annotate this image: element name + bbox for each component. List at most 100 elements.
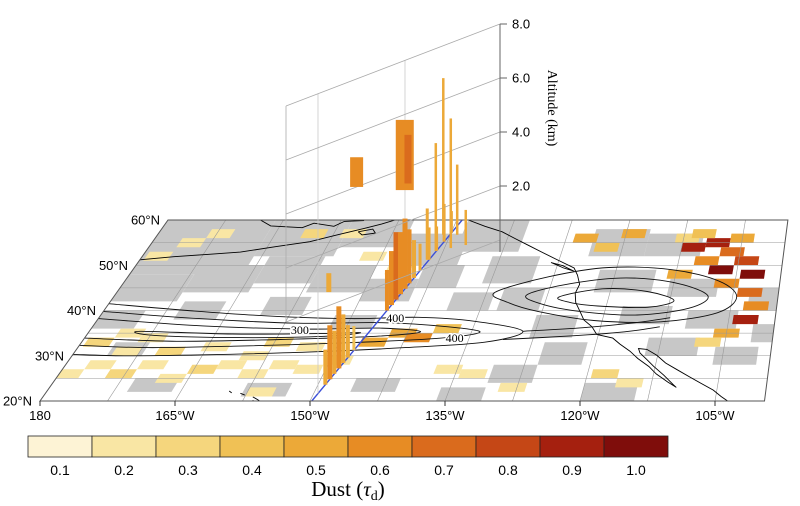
- altitude-tick-label: 2.0: [512, 179, 530, 194]
- dust-cell: [215, 360, 248, 370]
- dust-cell: [497, 382, 528, 392]
- dust-cell: [292, 364, 324, 374]
- coastline-path: [357, 228, 377, 236]
- contour-label: 300: [291, 323, 309, 337]
- graticule: [40, 220, 788, 401]
- map-plane: 300 400 400: [40, 220, 788, 401]
- colorbar-block: [27, 435, 93, 458]
- mask-cell: [129, 220, 276, 275]
- mask-cell: [537, 342, 588, 365]
- mask-cell: [436, 387, 486, 401]
- ground-dust-bar: [402, 218, 408, 289]
- contour-path: [522, 317, 671, 332]
- ground-dust-bar: [418, 243, 422, 271]
- lon-tick-label: 105°W: [695, 408, 735, 423]
- altitude-axis-title: Altitude (km): [544, 70, 559, 147]
- lon-tick-label: 150°W: [290, 408, 330, 423]
- dust-cell: [590, 369, 620, 379]
- colorbar-tick-label: 0.5: [306, 462, 326, 478]
- dust-cell: [111, 346, 143, 356]
- altitude-tick-label: 8.0: [512, 17, 530, 32]
- dust-cell: [593, 242, 620, 252]
- coastline-path: [252, 396, 263, 401]
- dust-cell: [137, 360, 169, 370]
- curtain-dust-bar: [455, 164, 459, 235]
- mask-cell: [580, 382, 639, 401]
- colorbar-block: [539, 435, 605, 458]
- dust-cell: [713, 278, 740, 288]
- lat-tick-label: 20°N: [3, 394, 32, 409]
- mask-cell: [454, 220, 530, 252]
- mask-cell: [253, 256, 326, 284]
- contour-label: 400: [386, 311, 404, 325]
- colorbar-block: [603, 435, 669, 458]
- lon-tick-label: 180: [29, 408, 51, 423]
- mask-cell: [446, 292, 495, 311]
- dust-cell: [206, 229, 236, 239]
- mask-cell: [305, 265, 377, 293]
- colorbar-tick-label: 0.8: [498, 462, 518, 478]
- ground-dust-bar: [341, 314, 346, 363]
- dust-cell: [237, 369, 269, 379]
- contour-path: [492, 266, 738, 323]
- dust-cell: [621, 229, 647, 239]
- lon-tick-label: 120°W: [560, 408, 600, 423]
- panel-altitude-gridline: [285, 23, 501, 107]
- lat-tick-label: 50°N: [99, 258, 128, 273]
- coastline-path: [139, 220, 396, 261]
- colorbar-block: [219, 435, 285, 458]
- mask-cell: [529, 315, 579, 338]
- colorbar-block: [155, 435, 221, 458]
- dust-cell: [739, 269, 766, 279]
- lat-tick-label: 60°N: [131, 213, 160, 228]
- contour-path: [84, 318, 422, 342]
- dust-cell: [154, 346, 186, 356]
- ground-dust-bar: [388, 251, 394, 306]
- colorbar-block: [411, 435, 477, 458]
- panel-altitude-gridline: [285, 77, 501, 161]
- coastline-path: [468, 220, 728, 401]
- dust-cell: [732, 315, 759, 325]
- dust-cell: [186, 364, 219, 374]
- mask-cell: [593, 269, 657, 293]
- dust-cell: [708, 265, 734, 275]
- colorbar-tick-label: 0.3: [178, 462, 198, 478]
- curtain-dust-bar: [350, 157, 364, 187]
- dust-cell: [82, 337, 115, 347]
- colorbar-tick-label: 0.2: [114, 462, 134, 478]
- coastline-path: [260, 220, 365, 229]
- ground-dust-bar: [427, 227, 431, 260]
- dust-cell: [693, 256, 720, 266]
- colorbar-block: [475, 435, 541, 458]
- colorbar-block: [283, 435, 349, 458]
- coastline-path: [228, 390, 232, 394]
- contour-label: 400: [446, 331, 464, 345]
- colorbar-title: Dust (τd): [311, 477, 384, 504]
- altitude-tick-label: 6.0: [512, 71, 530, 86]
- ground-dust-bar: [352, 326, 356, 351]
- ground-dust-bar: [412, 240, 417, 278]
- colorbar-block: [347, 435, 413, 458]
- ground-dust-bar: [332, 330, 337, 374]
- panel-altitude-gridline: [285, 239, 501, 323]
- dust-cell: [691, 229, 717, 239]
- dust-cell: [733, 256, 760, 266]
- curtain-dust-bar: [326, 273, 332, 293]
- curtain-dust-bar: [404, 134, 412, 184]
- panel-altitude-gridline: [285, 131, 501, 215]
- dust-cell: [84, 360, 117, 370]
- lon-tick-label: 165°W: [155, 408, 195, 423]
- dust-cell: [614, 378, 644, 388]
- altitude-tick-label: 4.0: [512, 125, 530, 140]
- dust-aod-cells: [51, 229, 770, 397]
- coastline-path: [550, 262, 575, 272]
- dust-cell: [104, 369, 137, 379]
- colorbar: 0.1 0.2 0.3 0.4 0.5 0.6 0.7 0.8 0.9 1.0 Dust (τd): [27, 435, 669, 504]
- colorbar-tick-label: 0.1: [50, 462, 70, 478]
- ground-dust-bar: [384, 270, 389, 311]
- mask-cell: [482, 256, 541, 284]
- curtain-dust-bar: [425, 208, 429, 260]
- mask-cell: [91, 310, 146, 329]
- ground-dust-bar: [327, 325, 333, 380]
